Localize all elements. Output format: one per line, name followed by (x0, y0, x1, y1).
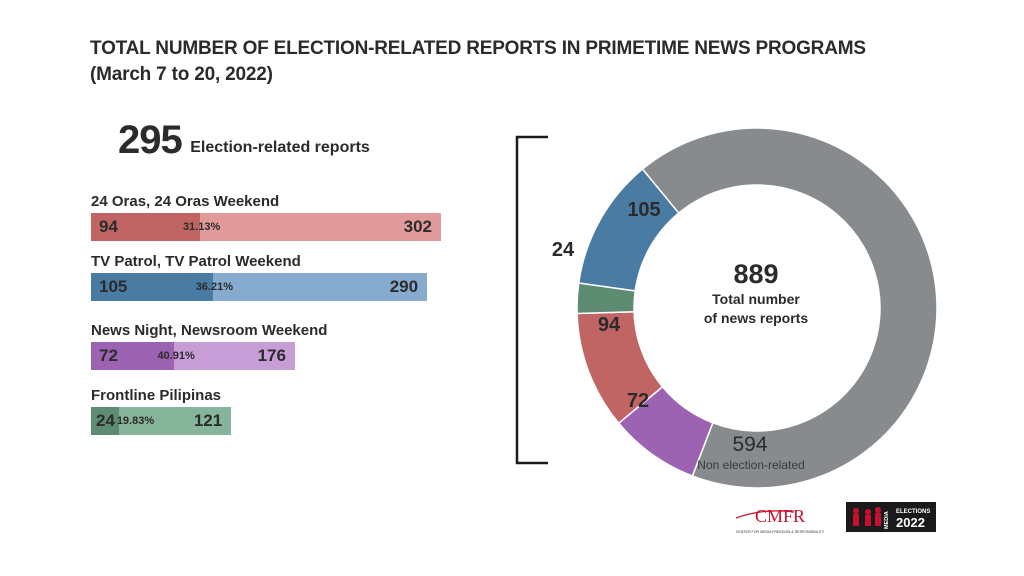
cmfr-wordmark: CMFR (755, 506, 805, 526)
election-bar (91, 213, 200, 241)
election-bar (91, 342, 175, 370)
cmfr-subtitle: CENTER FOR MEDIA FREEDOM & RESPONSIBILIT… (736, 530, 825, 534)
election-value: 94 (99, 217, 118, 236)
percent-label: 31.13% (182, 221, 221, 233)
election-value: 72 (99, 346, 118, 365)
program-bar: 94 31.13% 302 (91, 213, 441, 241)
elections-label: ELECTIONS (896, 509, 930, 515)
donut-center-number: 889 (733, 259, 778, 289)
slice-label-72: 72 (627, 390, 649, 412)
title-line-2: (March 7 to 20, 2022) (90, 64, 273, 85)
election-bar (91, 407, 119, 435)
program-name: News Night, Newsroom Weekend (91, 322, 328, 339)
election-bar (91, 273, 213, 301)
election-value: 105 (99, 277, 128, 296)
bracket (515, 135, 548, 465)
year-label: 2022 (896, 515, 925, 530)
program-bar: 24 19.83% 121 (91, 407, 232, 435)
slice-label-94: 94 (598, 314, 621, 336)
program-name: Frontline Pilipinas (91, 387, 222, 404)
program-bar-group-2: News Night, Newsroom Weekend 72 40.91% 1… (91, 321, 327, 370)
donut-center-line-2: of news reports (704, 310, 808, 326)
donut-center-line-1: Total number (712, 291, 800, 307)
chart-title: TOTAL NUMBER OF ELECTION-RELATED REPORTS… (90, 36, 866, 88)
media-label: MEDIA (884, 511, 890, 529)
total-value: 302 (403, 217, 432, 236)
slice-label-594: 594 (732, 433, 767, 456)
non-election-label: Non election-related (697, 458, 804, 472)
program-bar-group-0: 24 Oras, 24 Oras Weekend 94 31.13% 302 (91, 192, 441, 241)
donut-slice-non-election-related (641, 127, 938, 489)
percent-label: 40.91% (157, 350, 195, 362)
total-value: 290 (389, 277, 419, 296)
program-bar-group-1: TV Patrol, TV Patrol Weekend 105 36.21% … (91, 252, 428, 301)
title-line-1: TOTAL NUMBER OF ELECTION-RELATED REPORTS… (90, 38, 866, 59)
election-total-label: Election-related reports (190, 139, 370, 156)
percent-label: 19.83% (116, 415, 155, 427)
program-bar-group-3: Frontline Pilipinas 24 19.83% 121 (91, 386, 232, 435)
election-total-number: 295 (118, 118, 183, 162)
election-summary: 295 Election-related reports (118, 118, 370, 168)
slice-label-105: 105 (627, 199, 660, 221)
cmfr-logo: CMFR CENTER FOR MEDIA FREEDOM & RESPONSI… (736, 506, 825, 534)
total-value: 176 (257, 346, 286, 365)
program-name: 24 Oras, 24 Oras Weekend (91, 193, 280, 210)
election-value: 24 (96, 411, 115, 430)
donut-slice-105 (577, 168, 680, 292)
total-value: 121 (193, 411, 223, 430)
program-bar: 72 40.91% 176 (91, 342, 295, 370)
program-name: TV Patrol, TV Patrol Weekend (91, 253, 301, 270)
percent-label: 36.21% (195, 281, 233, 293)
program-bar: 105 36.21% 290 (91, 273, 428, 301)
donut-slices (576, 127, 938, 489)
media-elections-logo: MEDIA ELECTIONS 2022 (846, 502, 936, 532)
slice-label-24: 24 (552, 239, 575, 261)
